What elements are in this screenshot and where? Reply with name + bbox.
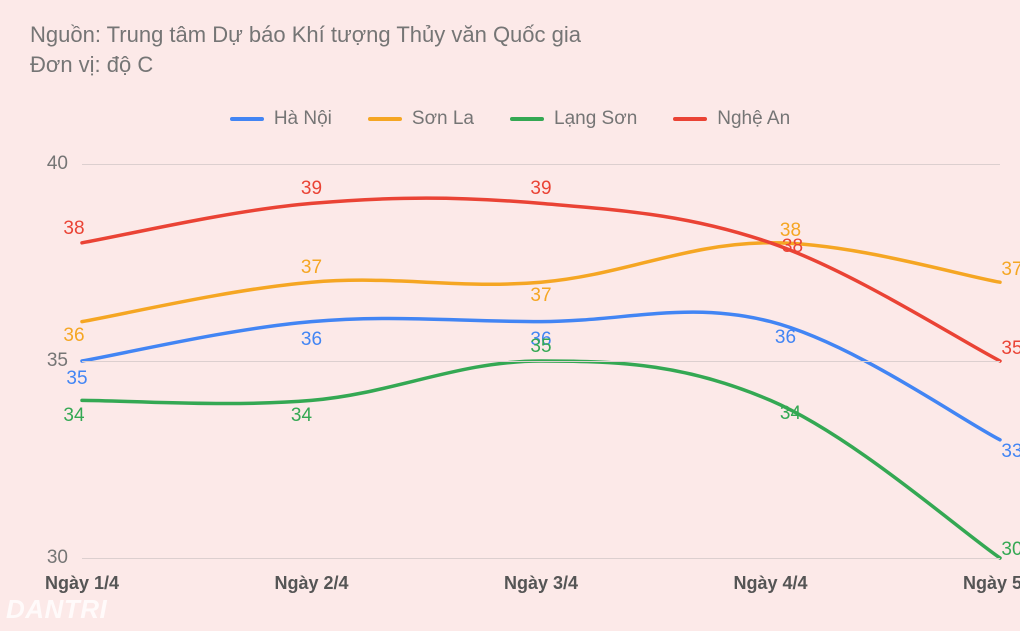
plot-area: 30 35 40 Ngày 1/4 Ngày 2/4 Ngày 3/4 Ngày 4/4 Ng… [0,150,1020,610]
x-axis-tick: Ngày 5/4 [963,573,1020,594]
data-point-label: 34 [780,403,801,425]
legend-label: Lạng Sơn [554,108,637,130]
legend-swatch [510,117,544,121]
legend-label: Nghệ An [717,108,790,130]
y-axis-tick: 35 [18,350,68,372]
legend-swatch [673,117,707,121]
x-axis-tick: Ngày 2/4 [274,573,348,594]
legend-swatch [368,117,402,121]
legend-item: Sơn La [368,108,474,130]
legend-label: Sơn La [412,108,474,130]
data-point-label: 39 [530,178,551,200]
data-point-label: 36 [775,327,796,349]
data-point-label: 37 [301,257,322,279]
data-point-label: 33 [1001,441,1020,463]
series-line [82,361,1000,558]
title-line-1: Nguồn: Trung tâm Dự báo Khí tượng Thủy v… [30,20,581,50]
chart-title: Nguồn: Trung tâm Dự báo Khí tượng Thủy v… [30,20,581,79]
data-point-label: 35 [530,336,551,358]
data-point-label: 39 [301,178,322,200]
x-axis-tick: Ngày 4/4 [733,573,807,594]
gridline [82,164,1000,165]
watermark: DANTRI [6,594,107,625]
data-point-label: 34 [63,405,84,427]
title-line-2: Đơn vị: độ C [30,50,581,80]
data-point-label: 36 [301,329,322,351]
y-axis-tick: 40 [18,153,68,175]
gridline [82,361,1000,362]
data-point-label: 37 [1001,259,1020,281]
data-point-label: 38 [782,236,803,258]
y-axis-tick: 30 [18,547,68,569]
legend-label: Hà Nội [274,108,332,130]
data-point-label: 30 [1001,539,1020,561]
data-point-label: 36 [63,325,84,347]
data-point-label: 38 [63,218,84,240]
x-axis-tick: Ngày 3/4 [504,573,578,594]
data-point-label: 37 [530,285,551,307]
legend-item: Nghệ An [673,108,790,130]
legend-item: Lạng Sơn [510,108,637,130]
legend: Hà Nội Sơn La Lạng Sơn Nghệ An [0,108,1020,130]
legend-item: Hà Nội [230,108,332,130]
data-point-label: 35 [66,368,87,390]
chart-container: Nguồn: Trung tâm Dự báo Khí tượng Thủy v… [0,0,1020,631]
x-axis-tick: Ngày 1/4 [45,573,119,594]
gridline [82,558,1000,559]
data-point-label: 34 [291,405,312,427]
legend-swatch [230,117,264,121]
line-svg [0,150,1020,610]
data-point-label: 35 [1001,338,1020,360]
